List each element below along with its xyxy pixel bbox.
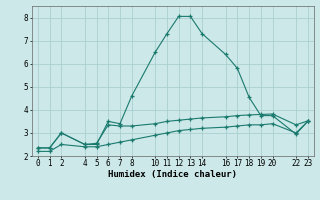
X-axis label: Humidex (Indice chaleur): Humidex (Indice chaleur)	[108, 170, 237, 179]
